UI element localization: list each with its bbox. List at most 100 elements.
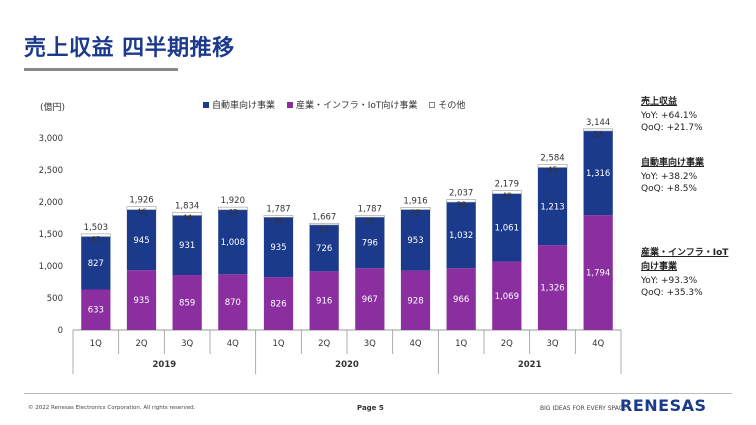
data-label-industrial: 928 — [407, 296, 423, 306]
data-label-other: 38 — [456, 201, 466, 210]
data-label-industrial: 859 — [179, 299, 195, 309]
summary-total-heading: 売上収益 — [641, 97, 678, 107]
data-label-industrial: 967 — [362, 295, 378, 305]
data-label-auto: 796 — [362, 239, 378, 249]
bar-segment-auto — [537, 167, 568, 246]
x-tick-label: 4Q — [227, 339, 239, 349]
copyright-text: © 2022 Renesas Electronics Corporation. … — [28, 405, 196, 411]
summary-industrial-qoq: QoQ: +35.3% — [641, 288, 703, 298]
data-label-industrial: 935 — [133, 296, 149, 306]
bar-segment-other — [400, 207, 431, 210]
bar-segment-auto — [172, 215, 202, 276]
data-label-industrial: 1,069 — [495, 292, 519, 302]
legend-label-auto: 自動車向け事業 — [212, 101, 276, 111]
data-label-auto: 953 — [407, 236, 423, 246]
data-label-other: 26 — [273, 217, 283, 226]
x-tick-label: 3Q — [181, 339, 193, 349]
summary-total: 売上収益 YoY: +64.1% QoQ: +21.7% — [641, 96, 703, 134]
data-label-industrial: 916 — [316, 297, 332, 307]
summary-auto-yoy: YoY: +38.2% — [641, 172, 698, 182]
title-underline — [24, 68, 178, 71]
legend-swatch-other — [429, 101, 436, 108]
data-label-auto: 931 — [179, 241, 195, 251]
bar-segment-industrial — [172, 275, 202, 330]
legend-item-other: その他 — [429, 98, 465, 111]
data-label-other: 46 — [136, 208, 146, 217]
chart-legend: 自動車向け事業 産業・インフラ・IoT向け事業 その他 — [203, 98, 465, 111]
bar-segment-other — [80, 233, 111, 237]
x-tick-label: 1Q — [90, 339, 102, 349]
bar-segment-industrial — [400, 270, 431, 330]
x-tick-label: 1Q — [272, 339, 284, 349]
x-year-label: 2020 — [335, 360, 359, 370]
bar-segment-other — [491, 190, 522, 194]
bar-segment-other — [354, 215, 385, 218]
unit-label: (億円) — [40, 103, 66, 113]
x-tick-label: 3Q — [546, 339, 558, 349]
bar-segment-auto — [81, 236, 111, 290]
y-tick-label: 1,500 — [39, 230, 63, 240]
bar-segment-industrial — [309, 271, 339, 330]
y-tick-label: 2,000 — [39, 198, 63, 208]
company-tagline: BIG IDEAS FOR EVERY SPACE — [540, 405, 627, 412]
bar-segment-auto — [446, 202, 476, 269]
data-label-other: 44 — [182, 214, 192, 223]
bar-total-label: 1,926 — [129, 196, 153, 206]
bar-segment-other — [309, 223, 340, 226]
summary-industrial-heading-1: 産業・インフラ・IoT — [641, 248, 729, 258]
bar-total-label: 1,916 — [403, 196, 427, 206]
data-label-other: 45 — [547, 166, 557, 175]
bar-segment-industrial — [583, 215, 613, 330]
data-label-auto: 1,061 — [495, 224, 519, 234]
x-tick-label: 2Q — [135, 339, 147, 349]
y-tick-label: 1,000 — [39, 262, 63, 272]
page-number: Page 5 — [357, 404, 384, 412]
legend-label-industrial: 産業・インフラ・IoT向け事業 — [296, 101, 418, 111]
bar-segment-auto — [492, 193, 522, 262]
x-tick-label: 4Q — [592, 339, 604, 349]
legend-swatch-industrial — [287, 101, 294, 108]
data-label-other: 49 — [502, 192, 512, 201]
bar-segment-industrial — [81, 289, 111, 330]
data-label-auto: 1,032 — [449, 231, 473, 241]
bar-total-label: 1,787 — [266, 205, 290, 215]
data-label-auto: 945 — [133, 236, 149, 246]
bar-segment-other — [537, 164, 568, 168]
bar-total-label: 1,667 — [312, 212, 336, 222]
data-label-auto: 726 — [316, 244, 332, 254]
x-tick-label: 1Q — [455, 339, 467, 349]
renesas-logo: RENESAS — [620, 396, 707, 415]
y-tick-label: 2,500 — [39, 166, 63, 176]
x-tick-label: 4Q — [409, 339, 421, 349]
data-label-auto: 1,008 — [221, 238, 245, 248]
bar-segment-industrial — [492, 261, 522, 330]
data-label-other: 42 — [228, 208, 238, 217]
x-year-label: 2019 — [152, 360, 176, 370]
y-tick-label: 500 — [47, 294, 63, 304]
data-label-auto: 1,316 — [586, 169, 610, 179]
bar-total-label: 1,834 — [175, 202, 199, 212]
bar-segment-industrial — [537, 245, 568, 330]
data-label-industrial: 966 — [453, 295, 469, 305]
x-tick-label: 2Q — [318, 339, 330, 349]
footer-divider — [24, 393, 732, 394]
data-label-other: 33 — [593, 130, 603, 139]
bar-segment-auto — [400, 209, 431, 271]
bar-total-label: 2,037 — [449, 189, 473, 199]
data-label-industrial: 633 — [88, 306, 104, 316]
bar-segment-other — [172, 212, 203, 216]
data-label-other: 42 — [91, 235, 101, 244]
bar-segment-industrial — [218, 274, 248, 330]
bar-segment-auto — [126, 209, 157, 271]
bar-total-label: 3,144 — [586, 118, 610, 128]
bar-total-label: 1,503 — [84, 223, 108, 233]
bar-segment-industrial — [355, 268, 385, 330]
data-label-other: 35 — [410, 208, 420, 217]
bar-segment-other — [583, 128, 614, 132]
summary-industrial-heading-2: 向け事業 — [641, 262, 678, 272]
x-tick-label: 2Q — [501, 339, 513, 349]
data-label-other: 25 — [365, 217, 375, 226]
bar-segment-auto — [218, 209, 248, 275]
data-label-industrial: 826 — [270, 300, 286, 310]
